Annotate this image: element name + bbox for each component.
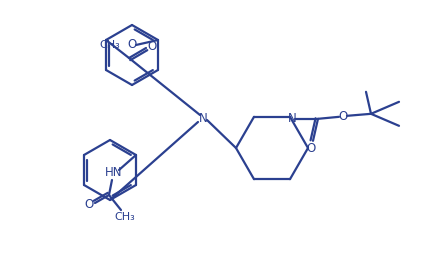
Text: O: O bbox=[306, 142, 316, 155]
Text: N: N bbox=[288, 112, 296, 125]
Text: HN: HN bbox=[105, 166, 123, 180]
Text: O: O bbox=[338, 110, 348, 123]
Text: O: O bbox=[84, 199, 94, 212]
Text: CH₃: CH₃ bbox=[115, 212, 135, 222]
Text: CH₃: CH₃ bbox=[100, 40, 120, 50]
Text: O: O bbox=[147, 39, 157, 52]
Text: N: N bbox=[199, 112, 207, 125]
Text: O: O bbox=[127, 39, 137, 51]
